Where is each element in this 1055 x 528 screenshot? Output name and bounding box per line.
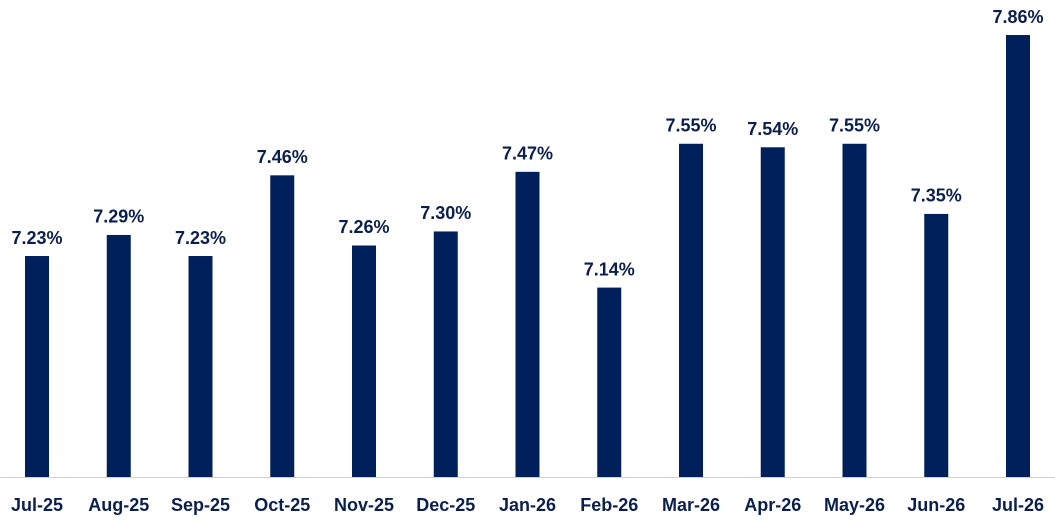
x-tick-label: Oct-25 bbox=[254, 495, 310, 515]
x-tick-label: Apr-26 bbox=[744, 495, 801, 515]
x-tick-label: Jul-25 bbox=[11, 495, 63, 515]
x-tick-label: Sep-25 bbox=[171, 495, 230, 515]
bar bbox=[842, 143, 867, 477]
bar bbox=[270, 175, 295, 478]
data-label: 7.14% bbox=[584, 259, 635, 279]
bar bbox=[1006, 35, 1030, 478]
data-label: 7.54% bbox=[747, 119, 798, 139]
data-label: 7.55% bbox=[665, 116, 716, 136]
x-tick-label: Nov-25 bbox=[334, 495, 394, 515]
bar bbox=[679, 143, 703, 477]
x-tick-label: Feb-26 bbox=[580, 495, 638, 515]
x-tick-label: Jun-26 bbox=[907, 495, 965, 515]
data-label: 7.23% bbox=[175, 228, 226, 248]
x-tick-label: Jul-26 bbox=[992, 495, 1044, 515]
bar bbox=[352, 245, 376, 477]
data-label: 7.23% bbox=[11, 228, 62, 248]
bar bbox=[188, 256, 213, 477]
data-label: 7.26% bbox=[338, 217, 389, 237]
data-label: 7.47% bbox=[502, 144, 553, 164]
data-label: 7.29% bbox=[93, 207, 144, 227]
x-tick-label: Jan-26 bbox=[499, 495, 556, 515]
data-label: 7.30% bbox=[420, 203, 471, 223]
bar bbox=[433, 231, 458, 477]
x-tick-label: Aug-25 bbox=[88, 495, 149, 515]
data-label: 7.86% bbox=[992, 7, 1043, 27]
x-tick-label: May-26 bbox=[824, 495, 885, 515]
bar bbox=[597, 287, 622, 477]
data-label: 7.55% bbox=[829, 116, 880, 136]
data-label: 7.46% bbox=[257, 147, 308, 167]
bar bbox=[515, 171, 540, 478]
bar bbox=[106, 234, 131, 477]
bar bbox=[25, 256, 49, 477]
x-tick-label: Dec-25 bbox=[416, 495, 475, 515]
bar bbox=[760, 147, 785, 477]
bar bbox=[924, 213, 949, 477]
data-label: 7.35% bbox=[911, 186, 962, 206]
x-tick-label: Mar-26 bbox=[662, 495, 720, 515]
